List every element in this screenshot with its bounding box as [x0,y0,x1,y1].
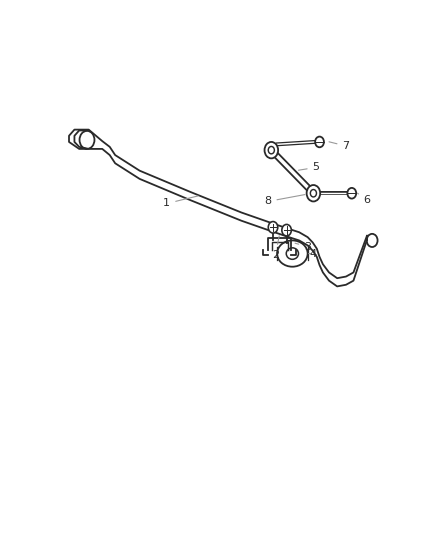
Circle shape [307,185,320,201]
Text: 6: 6 [357,193,371,205]
Text: 2: 2 [272,236,279,260]
Circle shape [268,222,278,233]
Text: 8: 8 [265,195,305,206]
Text: 5: 5 [299,163,320,172]
Text: 7: 7 [329,141,350,151]
Text: 1: 1 [163,196,198,208]
Text: 4: 4 [309,248,317,259]
Circle shape [347,188,356,199]
Ellipse shape [277,240,307,266]
Text: 3: 3 [295,241,311,252]
Circle shape [315,136,324,147]
Circle shape [265,142,278,158]
Circle shape [282,224,291,236]
